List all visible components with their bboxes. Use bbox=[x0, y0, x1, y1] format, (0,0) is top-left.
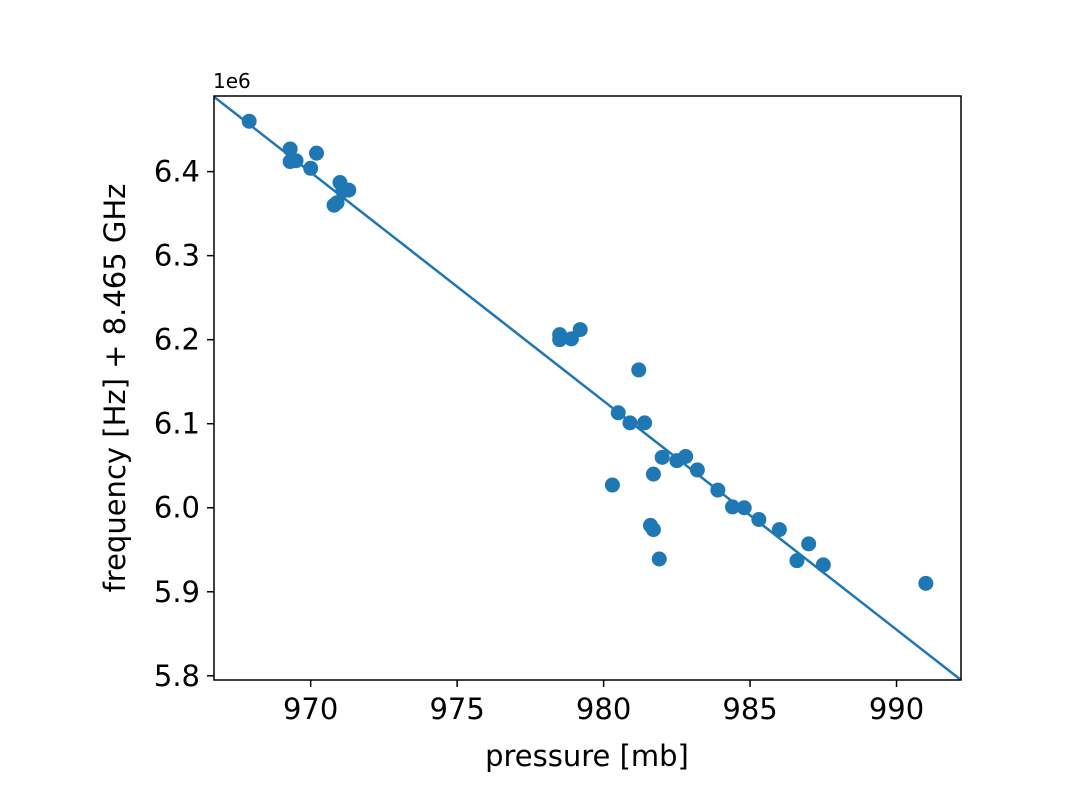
axes-frame bbox=[213, 95, 962, 681]
y-tick-label: 6.3 bbox=[154, 239, 200, 273]
data-point bbox=[288, 153, 304, 169]
data-point bbox=[771, 522, 787, 538]
data-point bbox=[689, 462, 705, 478]
y-tick-label: 6.4 bbox=[154, 155, 200, 189]
data-point bbox=[710, 482, 726, 498]
data-point bbox=[303, 160, 319, 176]
data-point bbox=[572, 322, 588, 338]
data-point bbox=[282, 141, 298, 157]
y-tick-label: 6.0 bbox=[154, 491, 200, 525]
data-point bbox=[751, 512, 767, 528]
y-offset-label: 1e6 bbox=[213, 69, 251, 93]
data-point bbox=[631, 362, 647, 378]
x-axis: 970 975 980 985 990 bbox=[283, 680, 924, 726]
data-point bbox=[610, 405, 626, 421]
data-point bbox=[815, 557, 831, 573]
data-point bbox=[637, 415, 653, 431]
x-tick-label: 975 bbox=[429, 692, 484, 726]
data-point bbox=[552, 332, 568, 348]
data-point bbox=[645, 522, 661, 538]
x-axis-label: pressure [mb] bbox=[485, 739, 689, 773]
data-point bbox=[622, 415, 638, 431]
data-point bbox=[736, 500, 752, 516]
data-point bbox=[309, 145, 325, 161]
y-tick-label: 5.9 bbox=[154, 575, 200, 609]
data-point bbox=[651, 551, 667, 567]
x-tick-label: 970 bbox=[283, 692, 338, 726]
data-point bbox=[789, 553, 805, 569]
data-point bbox=[241, 113, 257, 129]
data-point bbox=[654, 449, 670, 465]
data-point bbox=[329, 195, 345, 211]
data-point bbox=[918, 575, 934, 591]
plot-area bbox=[214, 96, 961, 680]
data-point bbox=[725, 499, 741, 515]
x-tick-label: 985 bbox=[722, 692, 777, 726]
y-tick-label: 6.2 bbox=[154, 323, 200, 357]
data-point bbox=[604, 477, 620, 493]
data-point bbox=[341, 182, 357, 198]
data-point bbox=[801, 536, 817, 552]
x-tick-label: 980 bbox=[576, 692, 631, 726]
x-tick-label: 990 bbox=[869, 692, 924, 726]
y-tick-label: 6.1 bbox=[154, 407, 200, 441]
data-point bbox=[645, 466, 661, 482]
y-axis-label: frequency [Hz] + 8.465 GHz bbox=[98, 184, 132, 593]
y-tick-label: 5.8 bbox=[154, 659, 200, 693]
data-point bbox=[678, 448, 694, 464]
y-axis: 5.8 5.9 6.0 6.1 6.2 6.3 6.4 bbox=[154, 155, 214, 693]
